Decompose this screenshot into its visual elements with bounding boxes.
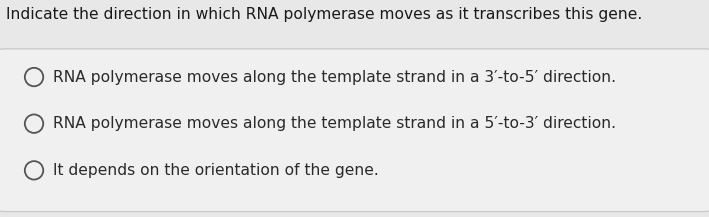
Text: Indicate the direction in which RNA polymerase moves as it transcribes this gene: Indicate the direction in which RNA poly…: [6, 7, 642, 21]
Text: It depends on the orientation of the gene.: It depends on the orientation of the gen…: [53, 163, 379, 178]
Text: RNA polymerase moves along the template strand in a 3′-to-5′ direction.: RNA polymerase moves along the template …: [53, 69, 616, 85]
Text: RNA polymerase moves along the template strand in a 5′-to-3′ direction.: RNA polymerase moves along the template …: [53, 116, 616, 131]
